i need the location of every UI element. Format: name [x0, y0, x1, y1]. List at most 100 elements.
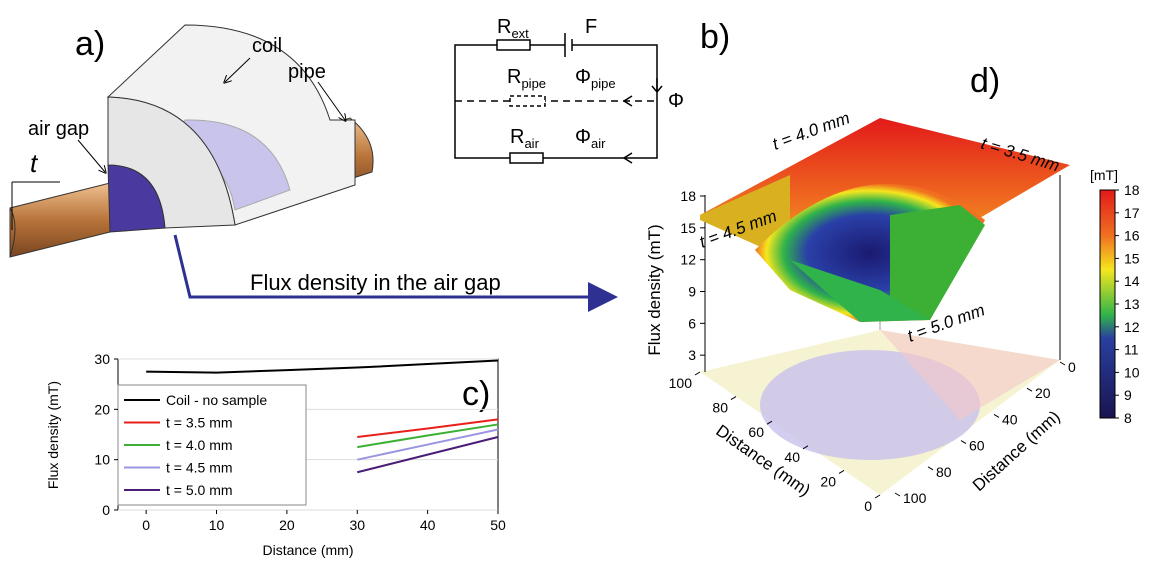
panel-label: d) [970, 62, 1000, 100]
label: Rext [497, 16, 529, 41]
y-tick-label: 20 [94, 401, 110, 417]
pipe-pointer [317, 81, 345, 120]
colorbar-tick-label: 17 [1124, 205, 1140, 221]
d-tick-label: 40 [784, 449, 800, 465]
arrow [622, 152, 633, 164]
d-tick-label: 80 [936, 464, 952, 480]
label: coil [252, 35, 282, 57]
colorbar-tick-label: 16 [1124, 228, 1140, 244]
series-line [357, 418, 499, 439]
d-tick [766, 420, 773, 425]
d-tick [894, 492, 901, 497]
colorbar-tick-label: 10 [1124, 364, 1140, 380]
y-axis-label: Flux density (mT) [45, 381, 61, 489]
label: Φ [668, 90, 684, 112]
series-line [357, 436, 499, 474]
label: Rpipe [507, 66, 546, 91]
x-tick-label: 0 [142, 517, 150, 533]
label: Φair [575, 126, 606, 151]
label: Φ [575, 66, 591, 88]
d-tick [694, 371, 701, 376]
label: Rair [510, 126, 540, 151]
x-tick-label: 40 [420, 517, 436, 533]
circuit [454, 33, 663, 164]
d-tick [960, 440, 967, 445]
subscript: pipe [591, 76, 616, 91]
colorbar-unit: [mT] [1090, 167, 1118, 183]
colorbar [1099, 189, 1116, 419]
resistor [509, 95, 546, 107]
subscript: air [591, 136, 606, 151]
colorbar-tick-label: 14 [1124, 273, 1140, 289]
subscript: air [524, 136, 539, 151]
z-tick-label: 18 [680, 188, 696, 204]
subscript: pipe [521, 76, 546, 91]
floor-contour [880, 330, 1060, 420]
label: R [507, 66, 521, 88]
d-tick-label: 100 [903, 490, 927, 506]
bowl-segment [790, 260, 930, 322]
d-tick [1026, 387, 1033, 392]
x-tick-label: 30 [349, 517, 365, 533]
surface-3d [700, 118, 1070, 495]
d-tick-label: 20 [820, 473, 836, 489]
d-tick-label: 0 [864, 498, 872, 514]
coil-pointer [225, 57, 251, 82]
z-tick-label: 9 [688, 284, 696, 300]
x-tick-label: 20 [279, 517, 295, 533]
series-line [146, 359, 499, 374]
d-tick-label: 20 [1035, 385, 1051, 401]
colorbar-tick-label: 18 [1124, 182, 1140, 198]
subscript: ext [511, 26, 529, 41]
z-tick-label: 6 [688, 315, 696, 331]
label: pipe [288, 61, 326, 83]
d-tick-label: 80 [712, 400, 728, 416]
z-axis-label: Flux density (mT) [645, 224, 664, 355]
z-tick-label: 3 [688, 347, 696, 363]
arrow-label: Flux density in the air gap [250, 270, 501, 295]
pipe-left [9, 182, 111, 258]
colorbar-tick-label: 12 [1124, 319, 1140, 335]
d-tick [874, 494, 881, 499]
series-line [357, 423, 499, 449]
d-tick-label: 60 [748, 424, 764, 440]
label: t [30, 148, 39, 178]
label: Φ [575, 126, 591, 148]
d-tick [927, 466, 934, 471]
d-tick [1059, 361, 1066, 366]
z-tick-label: 12 [680, 252, 696, 268]
colorbar-tick-label: 13 [1124, 296, 1140, 312]
label: R [497, 16, 511, 38]
legend-label: t = 5.0 mm [166, 482, 233, 498]
panel-a [9, 24, 374, 258]
series-line [357, 428, 499, 461]
label: F [585, 16, 597, 38]
d-tick [802, 445, 809, 450]
colorbar-tick-label: 9 [1124, 387, 1132, 403]
label: air gap [28, 118, 89, 140]
flux-arrow [173, 234, 618, 312]
y-tick-label: 0 [102, 502, 110, 518]
legend-label: t = 4.5 mm [166, 460, 233, 476]
z-tick-label: 15 [680, 220, 696, 236]
legend-label: t = 4.0 mm [166, 437, 233, 453]
label: Φpipe [575, 66, 616, 91]
panel-label: c) [462, 375, 490, 413]
arrow [651, 78, 663, 94]
x-tick-label: 10 [209, 517, 225, 533]
x-tick-label: 50 [490, 517, 506, 533]
colorbar-tick-label: 11 [1124, 342, 1139, 358]
d-tick-label: 0 [1068, 359, 1076, 375]
colorbar-tick-label: 8 [1124, 410, 1132, 426]
panel-label: b) [700, 18, 730, 56]
label: R [510, 126, 524, 148]
legend-label: Coil - no sample [166, 392, 267, 408]
pipe-edge [9, 207, 16, 258]
d-tick-label: 100 [669, 375, 693, 391]
resistor [509, 152, 544, 164]
colorbar-tick-label: 15 [1124, 250, 1140, 266]
arrow [622, 95, 633, 107]
y-tick-label: 10 [94, 452, 110, 468]
legend-label: t = 3.5 mm [166, 415, 233, 431]
